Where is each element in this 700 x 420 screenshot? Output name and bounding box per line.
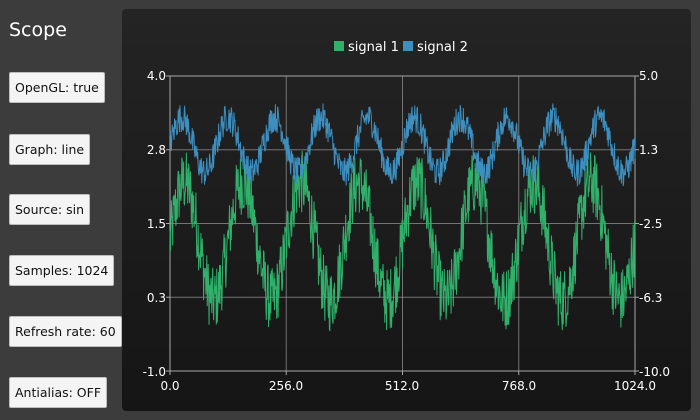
opengl-toggle-button[interactable]: OpenGL: true — [9, 72, 105, 103]
legend-swatch-signal-2 — [403, 41, 413, 51]
series-line-signal-1 — [169, 150, 636, 332]
chart-panel: signal 1 signal 2 4.0 2.8 1.5 0.3 -1.0 5… — [122, 9, 691, 411]
x-tick-label: 768.0 — [502, 379, 536, 393]
refresh-rate-button[interactable]: Refresh rate: 60 — [9, 316, 122, 347]
x-tick-label: 0.0 — [160, 379, 179, 393]
y-left-tick-label: 2.8 — [147, 143, 166, 157]
y-left-tick-label: -1.0 — [143, 365, 166, 379]
y-left-tick-label: 4.0 — [147, 69, 166, 83]
y-right-tick-label: 5.0 — [639, 69, 658, 83]
x-tick-label: 1024.0 — [614, 379, 656, 393]
y-right-tick-label: -6.3 — [639, 291, 662, 305]
series-line-signal-2 — [169, 103, 636, 187]
antialias-button[interactable]: Antialias: OFF — [9, 377, 108, 408]
y-right-tick-label: 1.3 — [639, 143, 658, 157]
app-title: Scope — [9, 19, 67, 41]
y-right-tick-label: -10.0 — [639, 365, 670, 379]
chart-legend: signal 1 signal 2 — [334, 40, 468, 55]
x-tick-label: 512.0 — [385, 379, 419, 393]
x-tick-label: 256.0 — [269, 379, 303, 393]
legend-label-signal-1: signal 1 — [348, 40, 399, 55]
y-right-tick-label: -2.5 — [639, 217, 662, 231]
source-button[interactable]: Source: sin — [9, 194, 91, 225]
scope-chart: signal 1 signal 2 4.0 2.8 1.5 0.3 -1.0 5… — [143, 40, 670, 393]
legend-label-signal-2: signal 2 — [417, 40, 468, 55]
y-left-tick-label: 0.3 — [147, 291, 166, 305]
graph-type-button[interactable]: Graph: line — [9, 134, 91, 165]
samples-button[interactable]: Samples: 1024 — [9, 255, 115, 286]
legend-swatch-signal-1 — [334, 41, 344, 51]
y-left-tick-label: 1.5 — [147, 217, 166, 231]
